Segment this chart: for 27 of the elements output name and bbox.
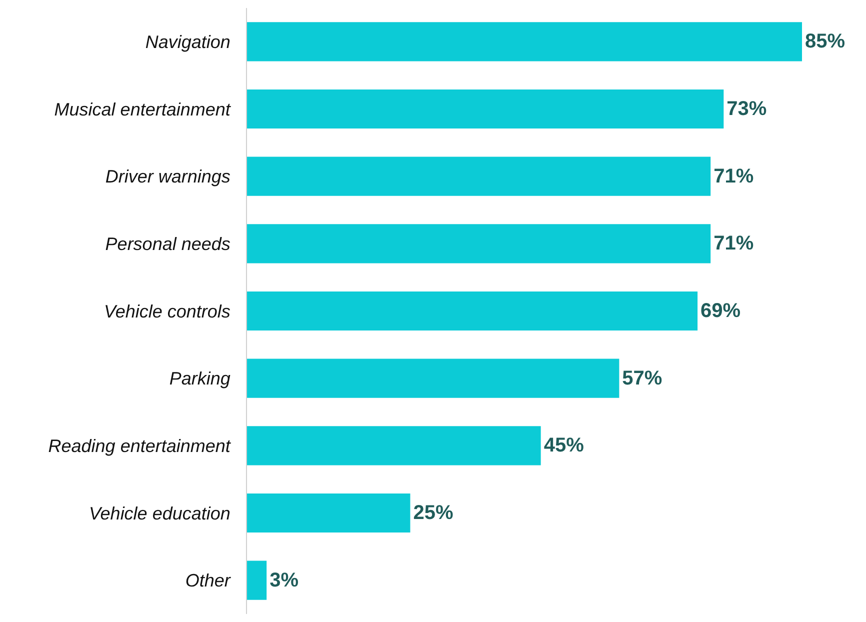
data-label: 25% <box>413 502 454 524</box>
bar <box>247 493 410 533</box>
y-tick-label: Vehicle controls <box>104 301 230 322</box>
bar <box>247 22 802 62</box>
y-tick-label: Vehicle education <box>88 503 230 524</box>
data-label: 69% <box>700 300 741 322</box>
bar <box>247 89 724 129</box>
y-tick-label: Reading entertainment <box>48 436 232 456</box>
bar <box>247 560 267 600</box>
y-tick-label: Navigation <box>145 32 230 52</box>
data-label: 71% <box>714 165 754 188</box>
data-label: 3% <box>270 569 299 592</box>
data-label: 45% <box>544 434 584 457</box>
bar <box>247 224 711 264</box>
bar <box>247 156 711 196</box>
data-label: 73% <box>726 98 767 120</box>
y-tick-label: Musical entertainment <box>54 99 232 120</box>
bar <box>247 358 620 398</box>
data-label: 85% <box>805 30 846 53</box>
y-tick-label: Driver warnings <box>105 166 230 187</box>
data-label: 71% <box>714 232 754 255</box>
y-tick-label: Parking <box>169 368 230 389</box>
y-tick-label: Other <box>185 570 232 591</box>
bar <box>247 291 698 331</box>
bar <box>247 426 541 466</box>
data-label: 57% <box>622 367 662 390</box>
y-tick-label: Personal needs <box>105 234 230 254</box>
